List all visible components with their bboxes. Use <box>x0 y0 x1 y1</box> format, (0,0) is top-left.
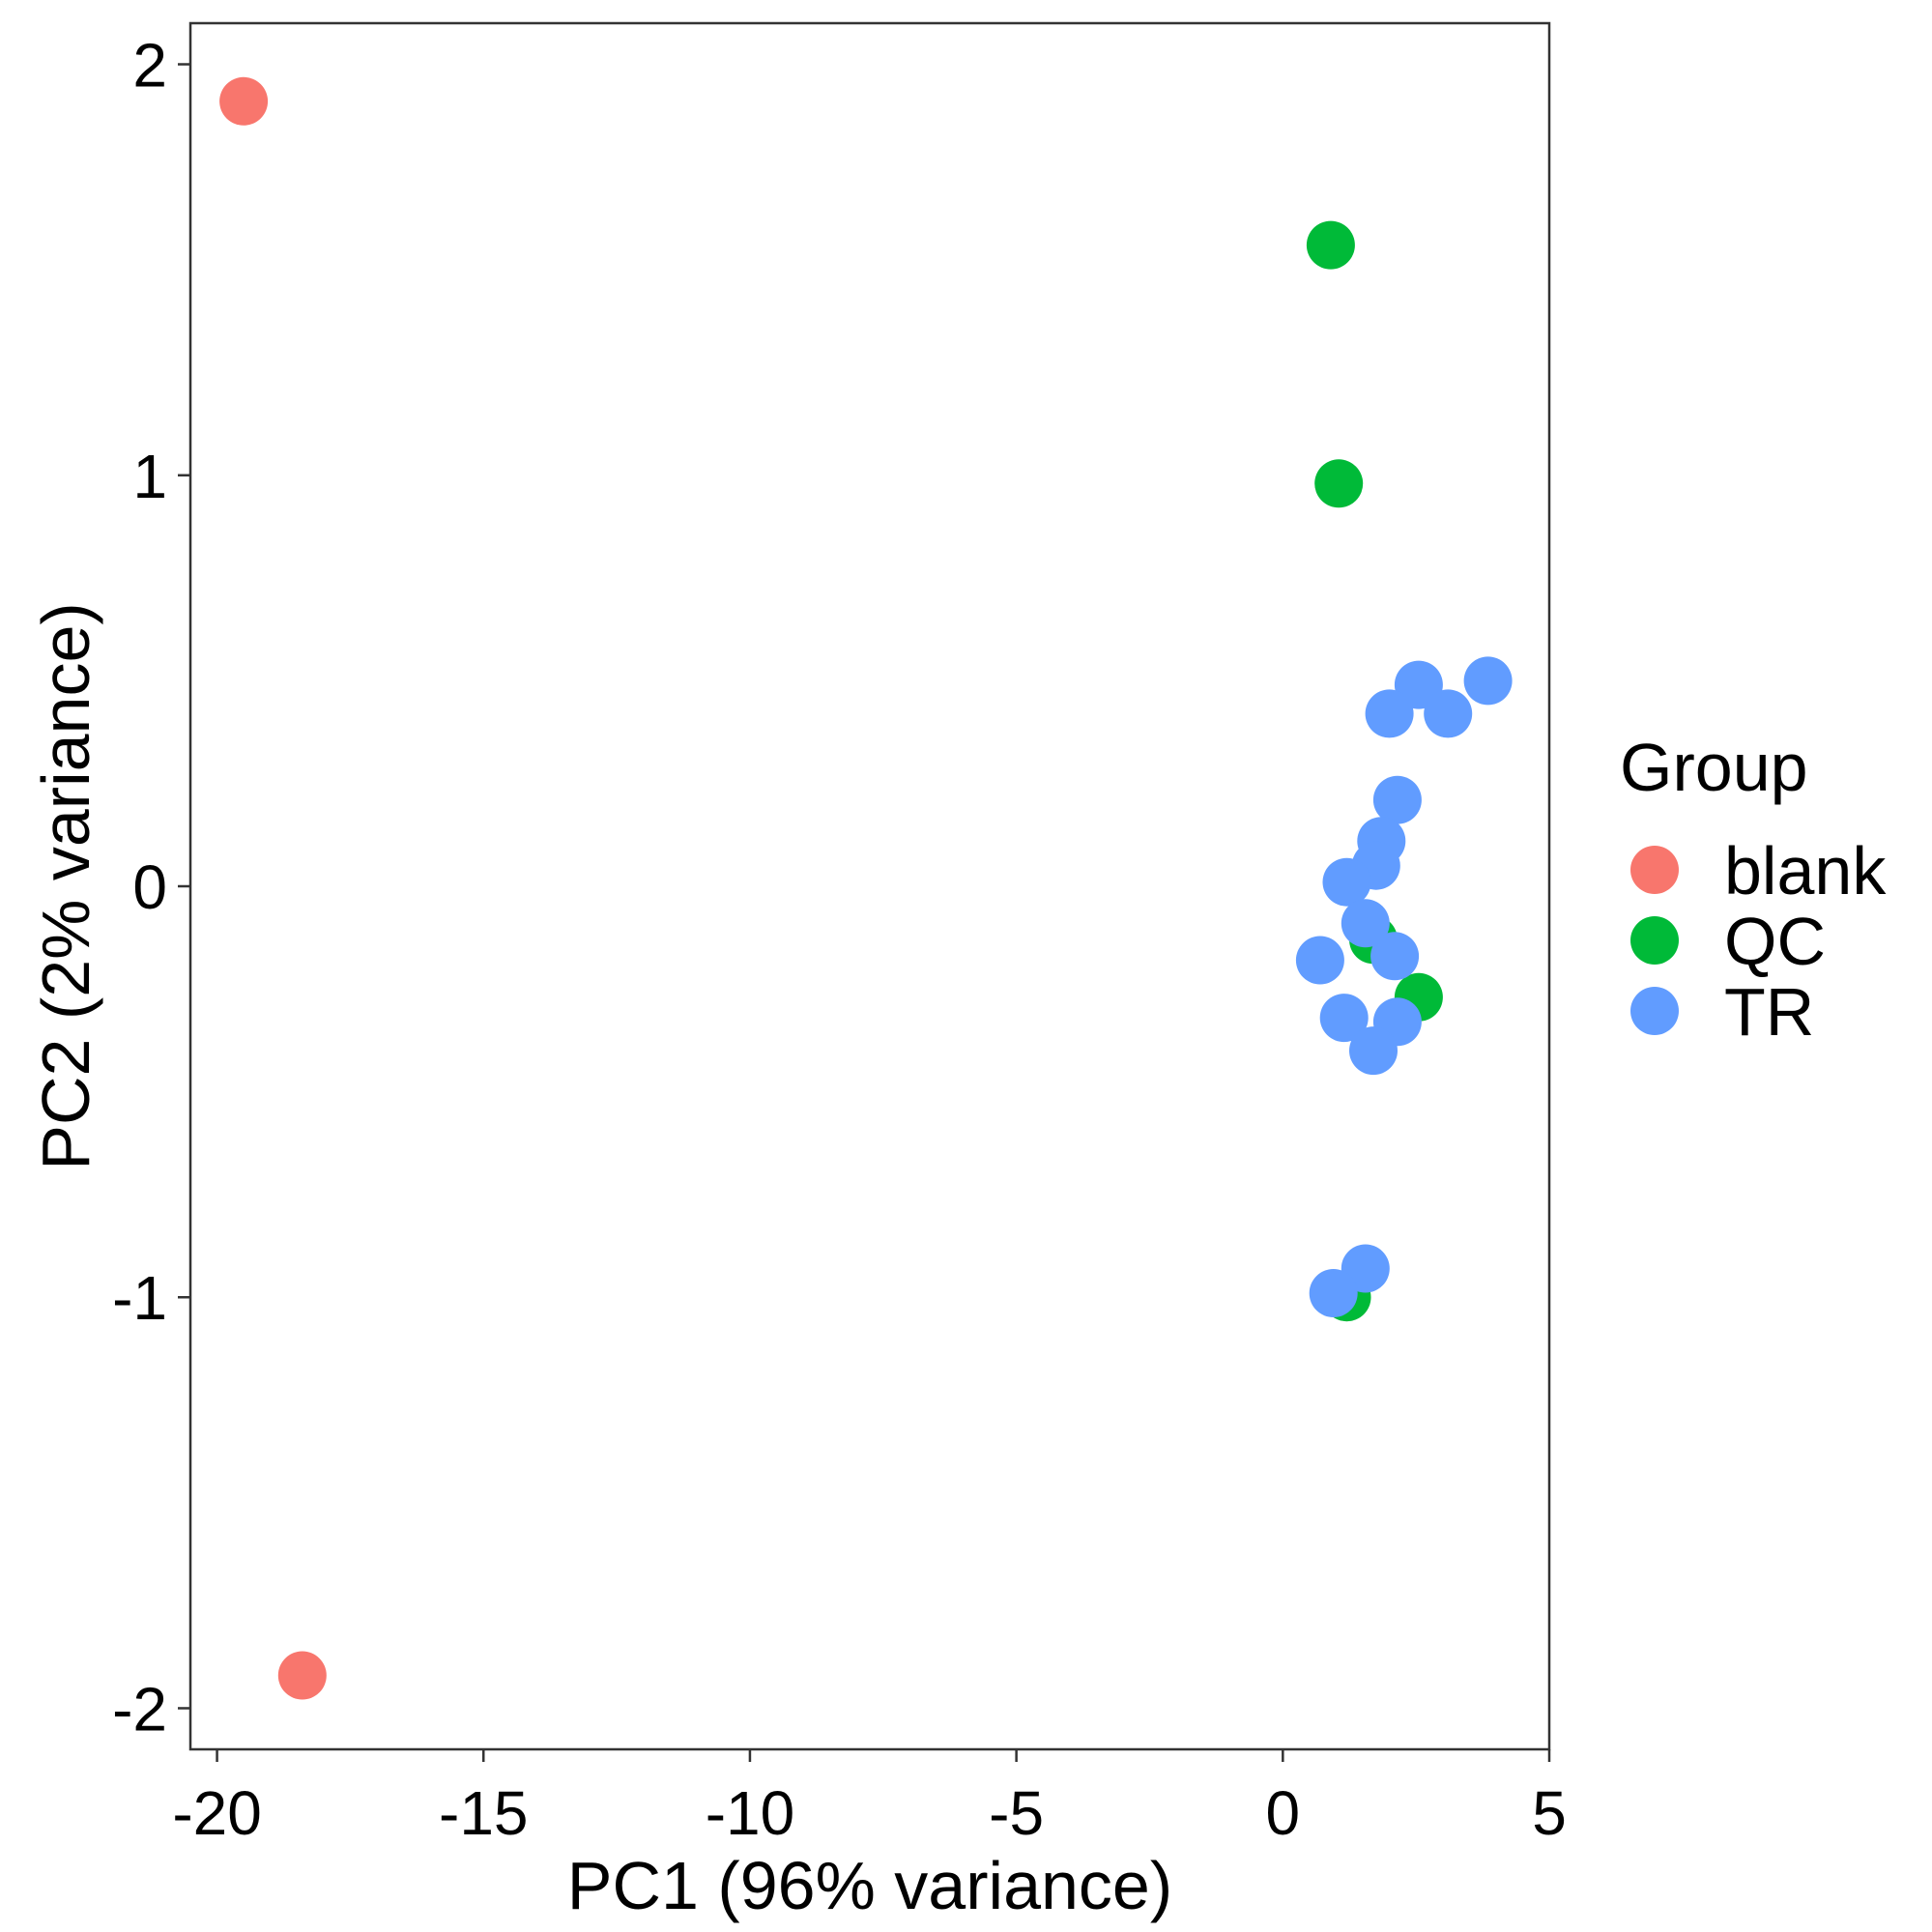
data-point-tr <box>1424 689 1473 738</box>
data-point-tr <box>1365 689 1414 738</box>
legend-title: Group <box>1620 730 1808 805</box>
data-point-tr <box>1309 1269 1358 1317</box>
x-tick-label: -5 <box>989 1778 1044 1848</box>
legend-key-qc <box>1630 916 1679 965</box>
x-tick-label: 5 <box>1532 1778 1567 1848</box>
y-tick-label: -1 <box>112 1263 167 1333</box>
data-point-tr <box>1370 932 1420 981</box>
data-point-tr <box>1463 656 1513 706</box>
x-axis: -20 -15 -10 -5 0 5 <box>172 1749 1567 1848</box>
y-tick-label: 1 <box>132 442 167 511</box>
y-tick-label: 0 <box>132 852 167 922</box>
data-point-blank <box>277 1651 327 1700</box>
legend-key-tr <box>1630 987 1679 1035</box>
x-tick-label: -10 <box>706 1778 795 1848</box>
x-tick-label: -20 <box>172 1778 262 1848</box>
data-point-tr <box>1322 857 1371 907</box>
data-point-tr <box>1295 936 1344 985</box>
points-layer <box>219 76 1513 1700</box>
legend-label-blank: blank <box>1724 833 1887 908</box>
x-tick-label: 0 <box>1266 1778 1301 1848</box>
data-point-blank <box>219 76 269 126</box>
data-point-tr <box>1341 899 1390 948</box>
data-point-tr <box>1372 775 1422 824</box>
legend-label-qc: QC <box>1724 904 1826 979</box>
data-point-qc <box>1314 459 1364 508</box>
legend-key-blank <box>1630 846 1679 894</box>
y-tick-label: -2 <box>112 1674 167 1744</box>
legend-label-tr: TR <box>1724 974 1814 1050</box>
data-point-tr <box>1349 1026 1398 1076</box>
x-axis-title: PC1 (96% variance) <box>567 1848 1172 1923</box>
y-axis: 2 1 0 -1 -2 <box>112 31 190 1744</box>
data-point-tr <box>1319 994 1369 1043</box>
data-point-qc <box>1306 220 1355 270</box>
y-axis-title: PC2 (2% variance) <box>28 602 103 1169</box>
y-tick-label: 2 <box>132 31 167 101</box>
x-tick-label: -15 <box>439 1778 529 1848</box>
